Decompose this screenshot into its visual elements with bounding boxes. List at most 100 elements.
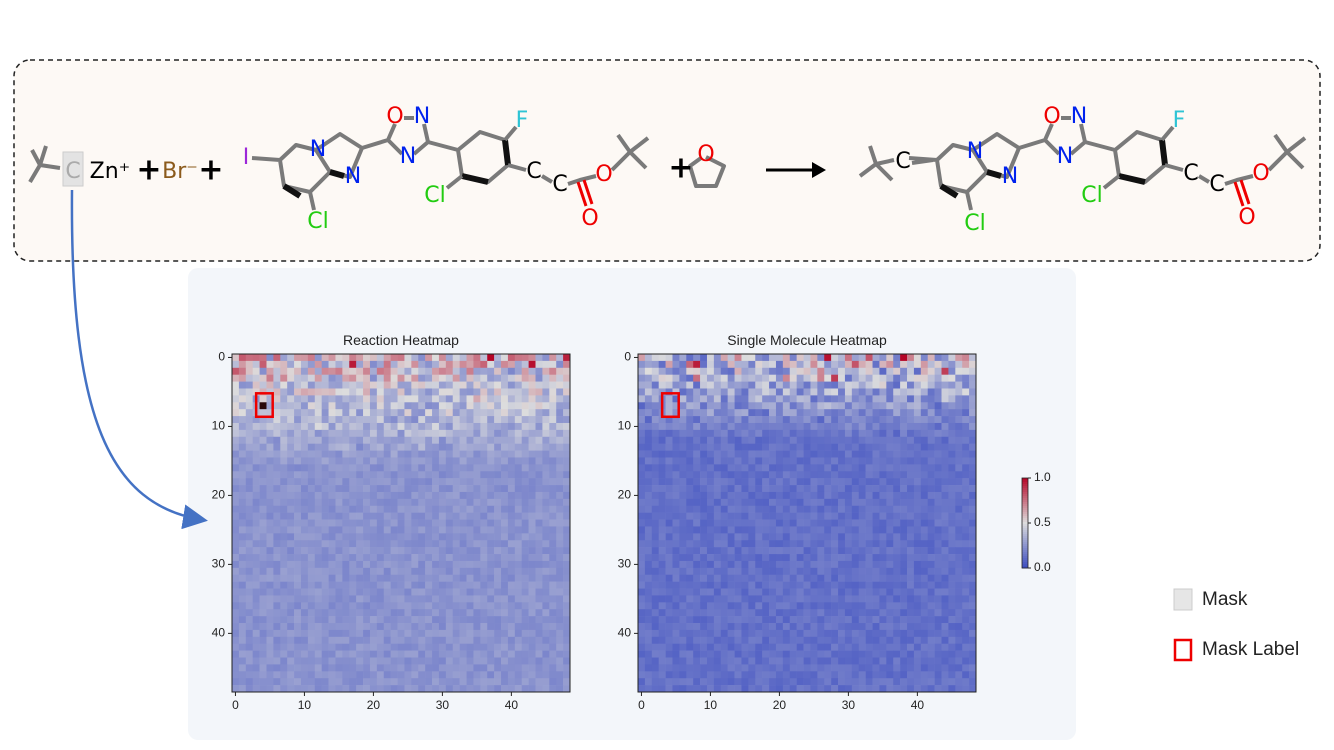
- heatmap-cell: [280, 360, 288, 369]
- heatmap-cell: [563, 374, 571, 382]
- heatmap-cell: [521, 485, 529, 493]
- heatmap-cell: [300, 367, 309, 375]
- heatmap-cell: [232, 554, 240, 562]
- reactant-skeleton: [28, 118, 826, 210]
- heatmap-cell: [665, 422, 673, 431]
- heatmap-cell: [349, 602, 357, 610]
- heatmap-cell: [349, 409, 357, 417]
- heatmap-cell: [920, 643, 929, 651]
- heatmap-cell: [494, 623, 502, 631]
- heatmap-cell: [390, 650, 398, 658]
- heatmap-cell: [727, 491, 735, 500]
- heatmap-cell: [886, 367, 894, 375]
- heatmap-cell: [638, 540, 646, 548]
- heatmap-cell: [452, 650, 460, 658]
- heatmap-cell: [418, 464, 426, 472]
- heatmap-cell: [521, 498, 529, 507]
- heatmap-cell: [259, 650, 267, 658]
- heatmap-cell: [466, 381, 474, 389]
- heatmap-cell: [838, 416, 846, 424]
- heatmap-cell: [494, 457, 502, 465]
- heatmap-cell: [238, 498, 247, 507]
- heatmap-cell: [245, 354, 253, 362]
- heatmap-cell: [245, 388, 253, 396]
- heatmap-cell: [376, 505, 385, 513]
- heatmap-cell: [542, 671, 550, 679]
- heatmap-cell: [452, 519, 460, 527]
- heatmap-cell: [287, 485, 295, 493]
- heatmap-cell: [644, 519, 653, 527]
- y-tick-label: 20: [618, 488, 632, 502]
- heatmap-cell: [335, 643, 343, 651]
- heatmap-cell: [425, 443, 433, 451]
- heatmap-cell: [390, 554, 398, 562]
- heatmap-cell: [335, 574, 343, 582]
- heatmap-cell: [913, 595, 922, 603]
- heatmap-cell: [775, 560, 784, 569]
- heatmap-cell: [459, 554, 467, 562]
- heatmap-cell: [287, 436, 295, 444]
- heatmap-cell: [349, 574, 357, 582]
- heatmap-cell: [955, 457, 963, 465]
- heatmap-cell: [549, 602, 557, 610]
- heatmap-cell: [672, 533, 680, 541]
- heatmap-cell: [466, 643, 474, 651]
- heatmap-cell: [817, 540, 825, 548]
- heatmap-cell: [556, 429, 564, 438]
- heatmap-cell: [397, 602, 405, 610]
- heatmap-cell: [651, 650, 659, 658]
- heatmap-cell: [480, 602, 488, 610]
- heatmap-cell: [955, 560, 963, 569]
- heatmap-cell: [383, 402, 391, 410]
- heatmap-cell: [356, 374, 364, 382]
- heatmap-cell: [501, 478, 509, 486]
- product-labels: C N N Cl O N N F Cl C C O O: [895, 104, 1269, 236]
- heatmap-cell: [369, 429, 378, 438]
- heatmap-cell: [390, 519, 398, 527]
- heatmap-cell: [748, 574, 756, 582]
- heatmap-cell: [535, 560, 543, 569]
- heatmap-cell: [941, 436, 949, 444]
- heatmap-cell: [501, 443, 509, 451]
- heatmap-cell: [342, 498, 350, 507]
- heatmap-cell: [893, 560, 901, 569]
- heatmap-cell: [672, 643, 680, 651]
- heatmap-cell: [851, 678, 860, 686]
- heatmap-cell: [356, 657, 364, 665]
- heatmap-cell: [893, 478, 901, 486]
- heatmap-cell: [844, 616, 853, 624]
- heatmap-cell: [397, 574, 405, 582]
- heatmap-cell: [473, 540, 481, 548]
- heatmap-cell: [955, 505, 963, 513]
- heatmap-cell: [432, 485, 440, 493]
- heatmap-cell: [432, 540, 440, 548]
- heatmap-cell: [907, 650, 915, 658]
- heatmap-cell: [948, 374, 956, 382]
- heatmap-cell: [397, 540, 405, 548]
- heatmap-cell: [789, 367, 797, 375]
- heatmap-cell: [706, 547, 715, 555]
- heatmap-cell: [294, 402, 302, 410]
- heatmap-cell: [432, 422, 440, 431]
- heatmap-cell: [328, 360, 336, 369]
- heatmap-cell: [844, 464, 853, 472]
- heatmap-cell: [706, 526, 715, 534]
- heatmap-cell: [528, 450, 536, 458]
- heatmap-cell: [810, 526, 818, 534]
- heatmap-cell: [651, 450, 659, 458]
- heatmap-cell: [459, 505, 467, 513]
- heatmap-cell: [411, 609, 419, 617]
- heatmap-cell: [425, 422, 433, 431]
- heatmap-cell: [487, 657, 495, 665]
- heatmap-cell: [700, 554, 708, 562]
- heatmap-cell: [280, 678, 288, 686]
- heatmap-cell: [363, 602, 371, 610]
- heatmap-cell: [376, 581, 385, 589]
- heatmap-cell: [466, 409, 474, 417]
- heatmap-cell: [872, 581, 880, 589]
- heatmap-cell: [693, 436, 701, 444]
- heatmap-cell: [411, 540, 419, 548]
- heatmap-cell: [900, 354, 908, 362]
- heatmap-cell: [273, 457, 281, 465]
